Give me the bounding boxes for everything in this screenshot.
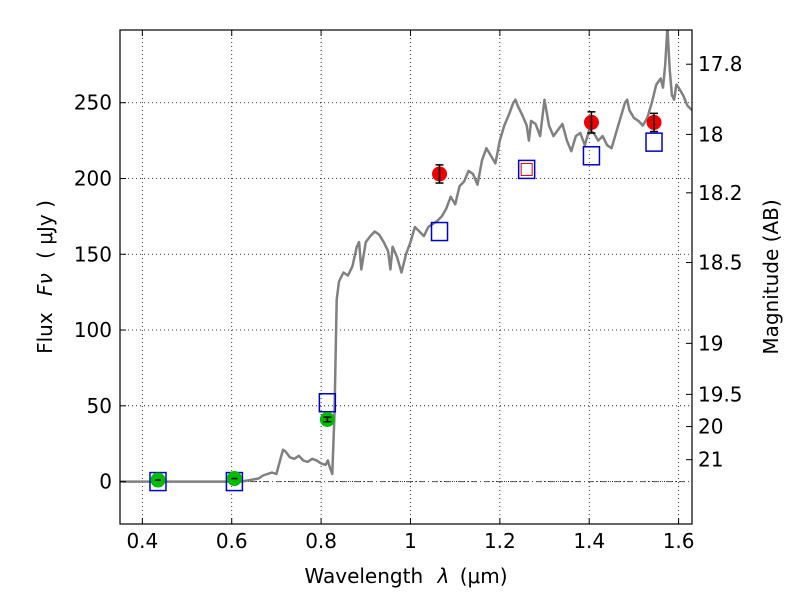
x-tick-label: 0.6	[216, 529, 248, 553]
y-tick-label: 200	[74, 167, 112, 191]
spectrum-line	[120, 30, 692, 483]
model-box-2	[318, 393, 337, 413]
ticks: 0.4 0.6 0.8 1 1.2 1.4 1.6 0 50 100 150 200 250 17.8 18…	[74, 30, 743, 553]
x-axis-label: Wavelength λ (μm)	[304, 564, 507, 588]
model-box-inner-4	[520, 162, 533, 176]
model-box-3	[430, 221, 449, 242]
y2-tick-label: 20	[698, 415, 723, 439]
y2-tick-label: 18.5	[698, 251, 743, 275]
spectrum-series	[120, 30, 692, 483]
grid	[120, 30, 692, 524]
y2-tick-label: 21	[698, 448, 723, 472]
x-tick-label: 1	[404, 529, 417, 553]
observed-points	[150, 111, 662, 488]
y2-tick-label: 17.8	[698, 52, 743, 76]
y-tick-label: 50	[87, 394, 112, 418]
y2-tick-label: 18.2	[698, 181, 743, 205]
y-tick-label: 250	[74, 91, 112, 115]
y-tick-label: 100	[74, 318, 112, 342]
model-box-6	[645, 132, 663, 152]
y-axis-label: Flux Fν ( μJy )	[33, 200, 57, 354]
x-tick-label: 1.2	[484, 529, 516, 553]
y-tick-label: 0	[99, 470, 112, 494]
plot-frame	[119, 29, 693, 525]
x-tick-label: 1.6	[663, 529, 695, 553]
y2-tick-label: 19	[698, 331, 723, 355]
y2-tick-label: 18	[698, 122, 723, 146]
x-tick-label: 1.4	[573, 529, 605, 553]
y2-tick-label: 19.5	[698, 382, 743, 406]
y-tick-label: 150	[74, 242, 112, 266]
x-tick-label: 0.8	[305, 529, 337, 553]
model-box-5	[582, 146, 601, 166]
y2-axis-label: Magnitude (AB)	[759, 199, 783, 354]
x-tick-label: 0.4	[126, 529, 158, 553]
model-box-4	[517, 159, 536, 180]
model-points	[149, 132, 663, 492]
